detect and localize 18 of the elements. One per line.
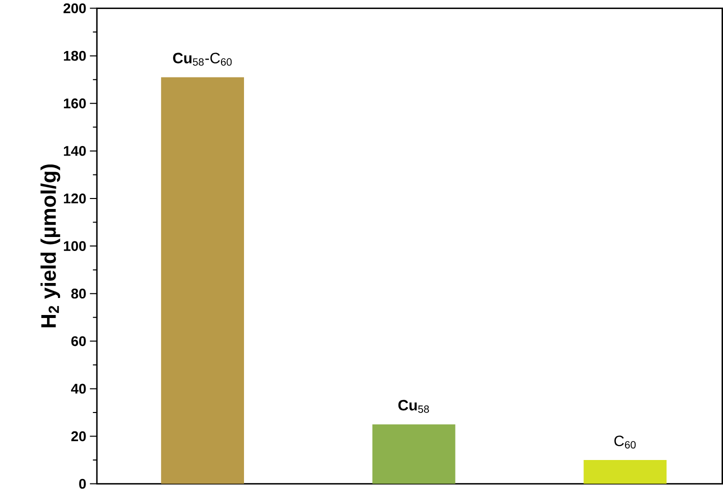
bar bbox=[584, 460, 667, 484]
bar bbox=[161, 77, 244, 484]
y-tick-label: 160 bbox=[64, 98, 86, 108]
y-axis-title: H$_{2}$ yield (µmol/g) bbox=[40, 164, 60, 328]
y-tick-label: 100 bbox=[64, 241, 86, 251]
y-tick-label: 60 bbox=[71, 336, 86, 346]
y-tick-label: 0 bbox=[79, 478, 86, 489]
y-tick-label: 180 bbox=[64, 50, 86, 61]
x-tick-label: C$_{60}$ bbox=[614, 436, 636, 448]
bar bbox=[372, 424, 456, 484]
x-tick-label: Cu$_{58}$-C$_{60}$ bbox=[173, 52, 232, 66]
y-tick-label: 140 bbox=[64, 146, 86, 156]
y-tick-label: 20 bbox=[71, 431, 86, 442]
y-tick-label: 40 bbox=[71, 384, 86, 394]
x-tick-label: Cu$_{58}$ bbox=[398, 400, 429, 413]
y-tick-label: 80 bbox=[71, 288, 86, 299]
y-tick-label: 120 bbox=[64, 193, 86, 204]
y-tick-label: 200 bbox=[64, 3, 86, 14]
